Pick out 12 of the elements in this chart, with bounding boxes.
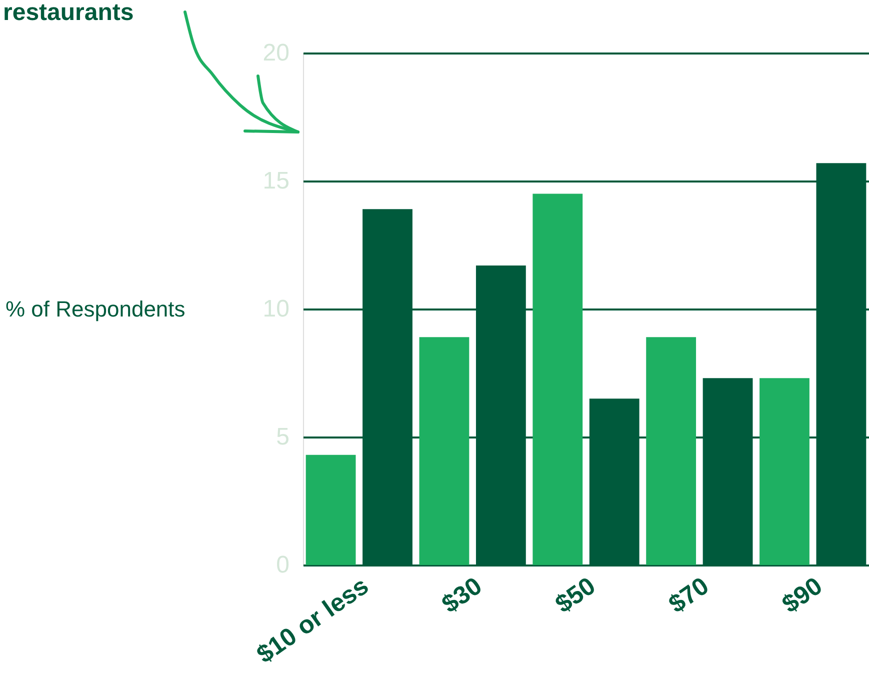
y-axis-title: % of Respondents [6,296,186,322]
x-tick-label: $70 [664,572,714,619]
x-tick-label: $30 [436,572,488,619]
bar [306,454,356,565]
bar [646,337,696,565]
bar [532,194,583,565]
bar [419,337,470,565]
x-tick-label: $50 [550,572,601,619]
text: restaurants [3,0,134,26]
x-tick-label: $90 [777,572,828,619]
x-tick-label: $10 or less [252,572,374,669]
bar [760,378,810,565]
